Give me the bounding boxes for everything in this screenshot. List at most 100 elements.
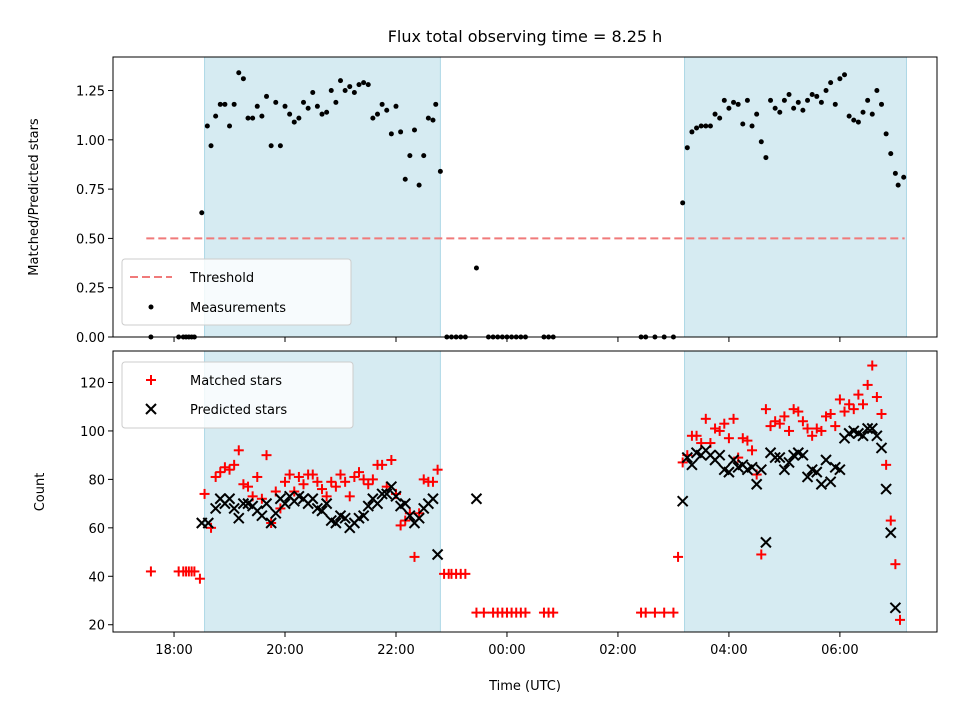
measurement-point	[860, 109, 866, 115]
measurement-point	[222, 101, 228, 107]
measurement-point	[388, 131, 394, 137]
top-chart-title: Flux total observing time = 8.25 h	[388, 27, 663, 46]
predicted-star-point	[223, 493, 236, 505]
measurement-point	[305, 105, 311, 111]
matched-star-point	[358, 474, 369, 485]
measurement-point	[407, 153, 413, 159]
matched-star-point	[298, 479, 309, 490]
predicted-star-point	[279, 497, 291, 510]
predicted-star-point	[760, 536, 772, 549]
matched-star-point	[330, 481, 341, 492]
measurement-point	[851, 117, 857, 123]
measurement-point	[837, 76, 843, 82]
predicted-star-point	[357, 510, 370, 522]
matched-star-point	[723, 433, 734, 444]
measurement-point	[333, 99, 339, 105]
bottom-x-tick-label: 04:00	[710, 643, 747, 658]
measurement-point	[291, 119, 297, 125]
predicted-star-point	[399, 497, 411, 510]
matched-star-point	[858, 399, 869, 410]
predicted-star-point	[390, 490, 402, 503]
matched-star-point	[640, 607, 651, 618]
top-y-axis-label: Matched/Predicted stars	[27, 118, 42, 276]
measurement-point	[901, 174, 907, 180]
matched-star-point	[199, 488, 210, 499]
predicted-star-point	[316, 505, 328, 517]
measurement-point	[351, 89, 357, 95]
matched-star-point	[326, 476, 337, 487]
measurement-point	[296, 115, 302, 121]
matched-star-point	[349, 471, 360, 482]
predicted-star-point	[686, 459, 698, 471]
matched-star-point	[145, 566, 156, 577]
matched-star-point	[825, 408, 836, 419]
predicted-star-point	[202, 517, 214, 529]
predicted-star-point	[885, 526, 897, 539]
matched-star-point	[409, 551, 420, 562]
predicted-star-point	[413, 512, 425, 524]
predicted-star-point	[260, 497, 273, 510]
measurement-point	[314, 103, 320, 109]
measurement-point	[758, 139, 764, 145]
matched-star-point	[395, 520, 406, 531]
matched-star-point	[353, 467, 364, 478]
legend-measurements-label: Measurements	[190, 301, 286, 316]
matched-star-point	[760, 404, 771, 415]
measurement-point	[264, 93, 270, 99]
predicted-star-point	[713, 449, 726, 461]
predicted-star-point	[778, 463, 791, 476]
measurement-point	[421, 153, 427, 159]
measurement-point	[895, 182, 901, 188]
matched-star-point	[233, 445, 244, 456]
bottom-x-tick-label: 06:00	[821, 643, 858, 658]
matched-star-point	[215, 467, 226, 478]
measurement-point	[823, 88, 829, 94]
predicted-star-point	[676, 495, 689, 507]
measurement-point	[365, 82, 371, 88]
matched-star-point	[520, 607, 531, 618]
matched-star-point	[460, 568, 471, 579]
matched-star-point	[307, 469, 318, 480]
matched-star-point	[243, 481, 254, 492]
predicted-star-point	[376, 488, 388, 500]
measurement-point	[883, 131, 889, 137]
top-y-tick-label: 1.00	[76, 134, 105, 149]
measurement-point	[254, 103, 260, 109]
bottom-y-tick-label: 80	[88, 473, 105, 488]
predicted-star-point	[797, 449, 809, 461]
bottom-x-tick-label: 22:00	[377, 643, 414, 658]
measurement-point	[411, 127, 417, 133]
measurement-point	[328, 88, 334, 94]
predicted-star-point	[889, 602, 902, 614]
measurement-point	[763, 155, 769, 161]
top-y-tick-label: 1.25	[76, 85, 105, 100]
matched-star-point	[816, 425, 827, 436]
matched-star-point	[312, 476, 323, 487]
matched-star-point	[784, 425, 795, 436]
matched-star-point	[728, 413, 739, 424]
matched-star-point	[862, 379, 873, 390]
measurement-point	[287, 111, 293, 117]
predicted-star-point	[385, 480, 398, 493]
measurement-point	[892, 170, 898, 176]
matched-star-point	[668, 607, 679, 618]
predicted-star-point	[774, 451, 786, 464]
matched-star-point	[807, 430, 818, 441]
matched-star-point	[802, 423, 813, 434]
bottom-x-tick-label: 18:00	[155, 643, 192, 658]
matched-star-points	[145, 360, 906, 625]
matched-star-point	[317, 484, 328, 495]
measurement-point	[338, 78, 344, 84]
top-y-ticks: 0.00 0.25 0.50 0.75 1.00 1.25	[76, 85, 113, 346]
matched-star-point	[649, 607, 660, 618]
matched-star-point	[844, 399, 855, 410]
matched-star-point	[834, 394, 845, 405]
matched-star-point	[229, 459, 240, 470]
measurement-point	[717, 115, 723, 121]
legend-measurements-swatch	[148, 304, 154, 310]
measurement-point	[731, 99, 737, 105]
matched-star-point	[673, 551, 684, 562]
predicted-star-point	[746, 461, 758, 473]
bottom-y-tick-label: 20	[88, 619, 105, 634]
measurement-point	[342, 88, 348, 94]
